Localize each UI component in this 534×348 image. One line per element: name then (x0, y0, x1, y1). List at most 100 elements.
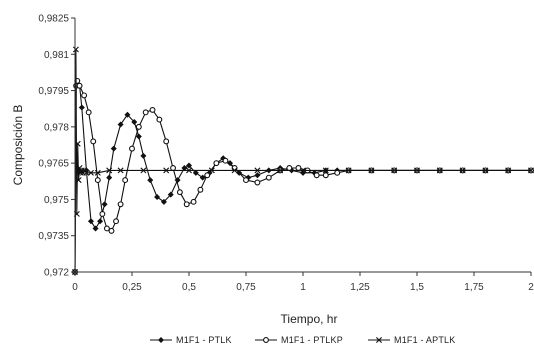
data-point (117, 121, 124, 128)
x-tick-label: 1,25 (350, 282, 370, 293)
data-point (436, 167, 443, 174)
data-point (94, 169, 101, 176)
data-point (222, 157, 229, 164)
legend-swatch-marker (263, 337, 269, 343)
data-point (265, 174, 272, 181)
data-point (117, 201, 124, 208)
data-point (135, 133, 142, 140)
x-tick-label: 1,5 (410, 282, 424, 293)
legend-label: M1F1 - PTLKP (281, 335, 343, 345)
data-point (147, 177, 154, 184)
data-point (208, 167, 215, 174)
data-point (110, 145, 117, 152)
data-point (213, 160, 220, 167)
data-point (183, 201, 190, 208)
series-3 (72, 46, 534, 275)
data-point (106, 174, 113, 181)
data-point (92, 225, 99, 232)
data-point (154, 194, 161, 201)
data-point (160, 198, 167, 205)
data-point (122, 177, 129, 184)
legend-label: M1F1 - PTLK (176, 335, 232, 345)
data-point (113, 218, 119, 225)
data-point (76, 82, 83, 89)
data-point (163, 167, 170, 174)
data-point (254, 179, 261, 186)
y-tick-label: 0,9825 (38, 14, 69, 25)
data-point (368, 167, 375, 174)
x-tick-label: 2 (528, 282, 534, 293)
data-point (99, 210, 106, 217)
data-point (129, 145, 135, 152)
legend-item: M1F1 - PTLK (150, 335, 232, 345)
data-point (197, 186, 204, 193)
series-line (74, 80, 531, 273)
data-point (186, 162, 192, 169)
data-point (75, 177, 82, 184)
data-point (322, 172, 329, 179)
x-tick-label: 0,25 (122, 282, 142, 293)
data-point (167, 191, 174, 198)
data-point (90, 138, 97, 145)
data-point (391, 167, 398, 174)
y-tick-label: 0,978 (44, 122, 69, 133)
data-point (140, 152, 147, 159)
data-point (204, 172, 211, 179)
data-point (243, 177, 249, 184)
x-tick-label: 0,75 (236, 282, 256, 293)
data-point (277, 167, 284, 174)
data-point (106, 167, 113, 174)
data-point (190, 198, 197, 205)
data-point (163, 138, 170, 145)
data-point (142, 109, 149, 116)
legend-swatch-marker (376, 337, 382, 343)
data-point (124, 111, 131, 118)
y-tick-label: 0,9765 (38, 159, 69, 170)
data-point (227, 160, 234, 167)
data-point (72, 46, 79, 53)
data-point (85, 109, 92, 116)
y-tick-label: 0,972 (44, 268, 69, 279)
data-point (322, 167, 329, 174)
series-line (74, 48, 531, 273)
data-point (131, 119, 138, 126)
data-point (149, 106, 156, 113)
data-point (101, 201, 108, 208)
x-tick-label: 0 (72, 282, 78, 293)
data-point (108, 227, 115, 234)
data-point (87, 169, 94, 176)
plot-area (72, 46, 534, 275)
legend-swatch-marker (158, 337, 164, 343)
legend: M1F1 - PTLK M1F1 - PTLKP M1F1 - APTLK (150, 335, 455, 345)
data-point (505, 167, 512, 174)
data-point (87, 218, 94, 225)
x-tick-label: 1,75 (464, 282, 484, 293)
data-point (199, 174, 206, 181)
data-point (117, 167, 124, 174)
y-tick-label: 0,975 (44, 195, 69, 206)
data-point (135, 123, 142, 130)
data-point (176, 189, 183, 196)
data-point (192, 169, 199, 176)
data-point (286, 165, 293, 171)
data-point (186, 167, 192, 174)
data-point (74, 140, 81, 147)
x-axis-title: Tiempo, hr (281, 312, 338, 326)
data-point (459, 167, 466, 174)
data-point (254, 172, 261, 179)
series-1 (72, 77, 534, 275)
data-point (345, 167, 352, 174)
data-point (254, 167, 261, 174)
legend-item: M1F1 - PTLKP (255, 335, 343, 345)
data-point (414, 167, 420, 174)
x-tick-label: 1 (300, 282, 306, 293)
series-line (74, 80, 531, 273)
data-point (334, 169, 341, 176)
data-point (83, 169, 90, 176)
data-point (482, 167, 489, 174)
axis-ticks: 0,9825 0,981 0,9795 0,978 0,9765 0,975 0,9735 0… (38, 14, 534, 294)
data-point (156, 116, 163, 123)
data-point (140, 167, 147, 174)
legend-label: M1F1 - APTLK (394, 335, 455, 345)
series-2 (72, 77, 534, 275)
